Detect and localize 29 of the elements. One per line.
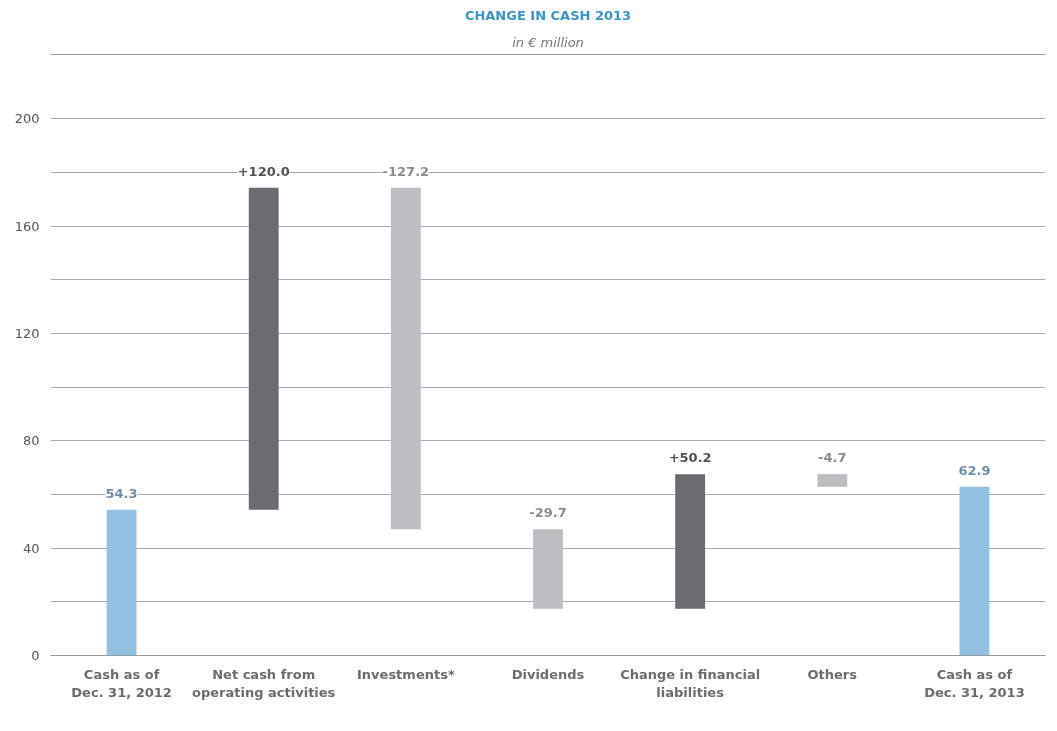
x-tick-label: Dividends bbox=[511, 666, 585, 682]
x-tick-label: Change in financial liabilities bbox=[620, 666, 761, 700]
bar bbox=[106, 509, 137, 656]
data-label: +120.0 bbox=[237, 163, 290, 179]
y-tick-label: 40 bbox=[22, 540, 40, 556]
data-label: +50.2 bbox=[668, 450, 712, 466]
bar bbox=[959, 486, 990, 656]
bar bbox=[817, 474, 848, 487]
bar bbox=[390, 187, 421, 530]
chart-title: CHANGE IN CASH 2013 bbox=[464, 7, 632, 23]
x-tick-label: Net cash from operating activities bbox=[192, 666, 336, 700]
y-tick-label: 200 bbox=[14, 111, 40, 127]
data-label: -29.7 bbox=[529, 505, 567, 521]
data-label: 54.3 bbox=[105, 485, 138, 501]
x-tick-label: Cash as of Dec. 31, 2012 bbox=[71, 666, 172, 700]
y-tick-label: 0 bbox=[31, 648, 40, 663]
data-label: 62.9 bbox=[958, 462, 991, 478]
data-label: -4.7 bbox=[818, 450, 847, 466]
y-tick-label: 80 bbox=[22, 433, 40, 449]
y-tick-label: 160 bbox=[14, 218, 40, 234]
x-tick-label: Investments* bbox=[357, 666, 455, 682]
bar bbox=[675, 474, 706, 609]
bar bbox=[248, 187, 279, 510]
y-tick-label: 120 bbox=[14, 326, 40, 342]
x-tick-label: Others bbox=[807, 666, 858, 682]
chart-subtitle: in € million bbox=[512, 34, 584, 50]
x-tick-label: Cash as of Dec. 31, 2013 bbox=[924, 666, 1025, 700]
bar bbox=[533, 529, 563, 609]
data-label: -127.2 bbox=[382, 163, 430, 179]
